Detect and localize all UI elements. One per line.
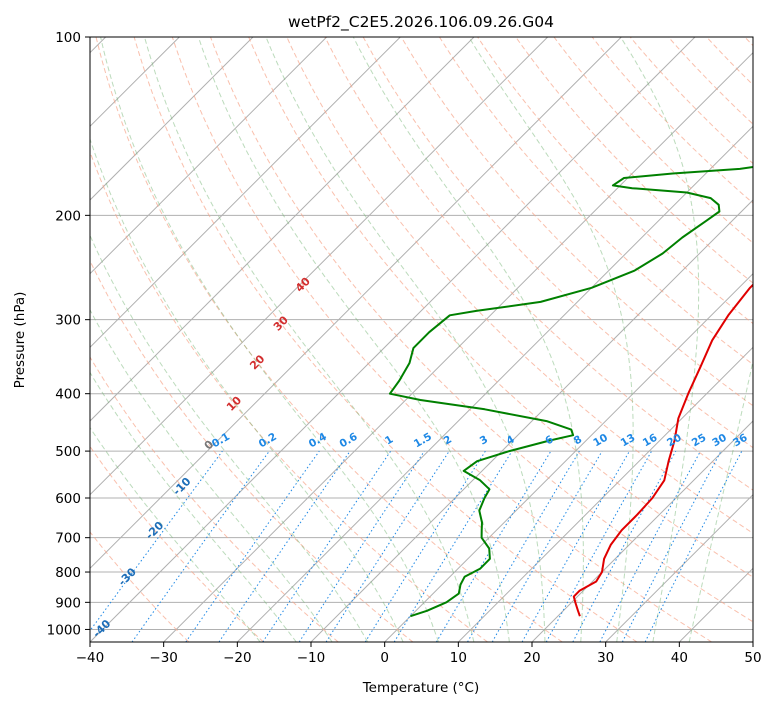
mixing-ratio-line [218,450,351,642]
isotherm-line [90,37,696,642]
mixing-ratio-line [325,450,450,642]
moist-adiabat-line [90,308,333,642]
y-tick-label: 500 [55,444,81,460]
isotherm-line [605,493,753,642]
dry-adiabat-line [324,37,753,491]
y-tick-label: 1000 [47,622,81,638]
isotherm-line [90,37,475,422]
mixing-ratio-line [90,450,223,632]
mixing-ratio-line [521,450,630,642]
mixing-ratio-line [644,450,743,642]
dry-adiabat-line [362,37,753,449]
x-tick-label: −40 [76,650,105,666]
moist-adiabat-line [90,234,369,642]
isotherm-line [384,272,753,642]
y-tick-label: 400 [55,387,81,403]
moist-adiabat-line [620,37,700,642]
y-axis: 100 200 300 400 500 600 700 800 900 1000 [47,30,90,638]
temperature-trace [572,283,753,617]
dry-adiabat-line [95,37,563,642]
mixing-ratio-line [393,450,513,642]
isotherm-line [90,37,328,275]
moist-adiabat-line [265,37,546,642]
x-tick-label: 40 [671,650,688,666]
mixing-ratio-line [131,450,270,642]
dry-adiabat-line [477,37,753,325]
y-tick-label: 600 [55,491,81,507]
moist-adiabat-line [197,37,510,642]
isotherm-line [163,51,753,642]
y-tick-label: 700 [55,531,81,547]
y-tick-label: 800 [55,565,81,581]
dry-adiabat-line [90,150,488,642]
moist-adiabat-line [144,37,475,642]
isotherm-line [90,37,254,201]
plot-frame [89,36,754,643]
sounding-traces [388,166,753,618]
isotherm-line [90,37,549,496]
mixing-ratio-line [545,450,653,642]
x-tick-label: 30 [597,650,614,666]
dry-adiabat-line [515,37,753,284]
y-tick-label: 300 [55,313,81,329]
moist-adiabat-line [688,358,753,642]
isotherm-line [90,37,401,349]
dry-adiabat-line [210,37,753,623]
chart-title: wetPf2_C2E5.2026.106.09.26.G04 [288,13,554,32]
moist-adiabat-line [352,37,584,642]
y-tick-label: 900 [55,595,81,611]
dry-adiabat-line [591,37,753,204]
x-tick-label: 0 [380,650,389,666]
y-tick-label: 200 [55,208,81,224]
dry-adiabat-line [438,37,753,366]
x-tick-label: 10 [450,650,467,666]
x-axis: −40 −30 −20 −10 0 10 20 30 40 50 [76,642,762,666]
moist-adiabat-line [90,426,261,642]
x-tick-label: −20 [223,650,252,666]
dry-adiabat-line [286,37,753,534]
dry-adiabat-line [171,37,712,642]
isotherm-line [457,346,753,642]
x-tick-label: 20 [523,650,540,666]
moist-adiabat-line [100,37,439,642]
dry-adiabat-line [90,531,190,642]
mixing-ratio-line [262,450,392,642]
x-tick-label: −10 [297,650,326,666]
x-tick-label: 50 [744,650,761,666]
y-axis-label: Pressure (hPa) [12,292,28,389]
dry-adiabat-line [90,356,339,642]
mixing-ratio-line [298,450,425,642]
isotherm-line [531,420,753,642]
isotherm-line [236,125,753,642]
x-axis-label: Temperature (°C) [362,680,480,696]
dewpoint-trace [388,166,753,618]
x-tick-label: −30 [149,650,178,666]
dry-adiabat-line [90,259,414,642]
moist-adiabat-line [90,137,404,642]
mixing-ratio-line [572,450,677,642]
background-lines [90,37,753,642]
y-tick-label: 100 [55,30,81,46]
dry-adiabat-line [248,37,753,578]
mixing-ratio-line [185,450,320,642]
isotherm-line [90,37,622,570]
dry-adiabat-line [400,37,753,407]
